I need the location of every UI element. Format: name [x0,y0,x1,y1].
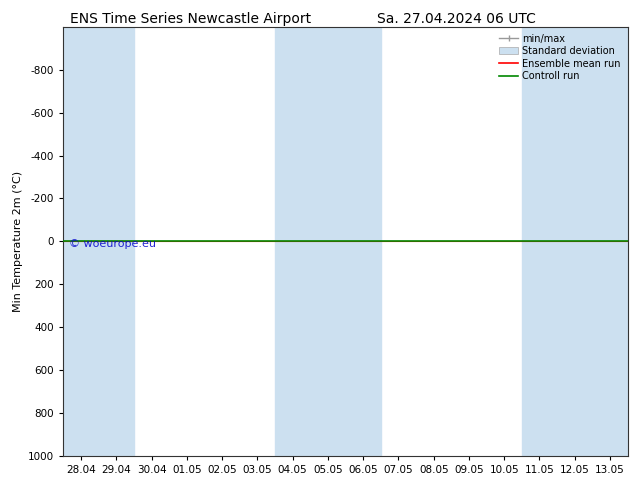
Bar [310,27,346,456]
Legend: min/max, Standard deviation, Ensemble mean run, Controll run: min/max, Standard deviation, Ensemble me… [497,32,623,83]
Bar [592,27,628,456]
Y-axis label: Min Temperature 2m (°C): Min Temperature 2m (°C) [13,171,23,312]
Text: Sa. 27.04.2024 06 UTC: Sa. 27.04.2024 06 UTC [377,12,536,26]
Text: © woeurope.eu: © woeurope.eu [69,239,156,249]
Bar [275,27,310,456]
Bar [522,27,557,456]
Text: ENS Time Series Newcastle Airport: ENS Time Series Newcastle Airport [70,12,311,26]
Bar [557,27,592,456]
Bar [346,27,381,456]
Bar [99,27,134,456]
Bar [63,27,99,456]
